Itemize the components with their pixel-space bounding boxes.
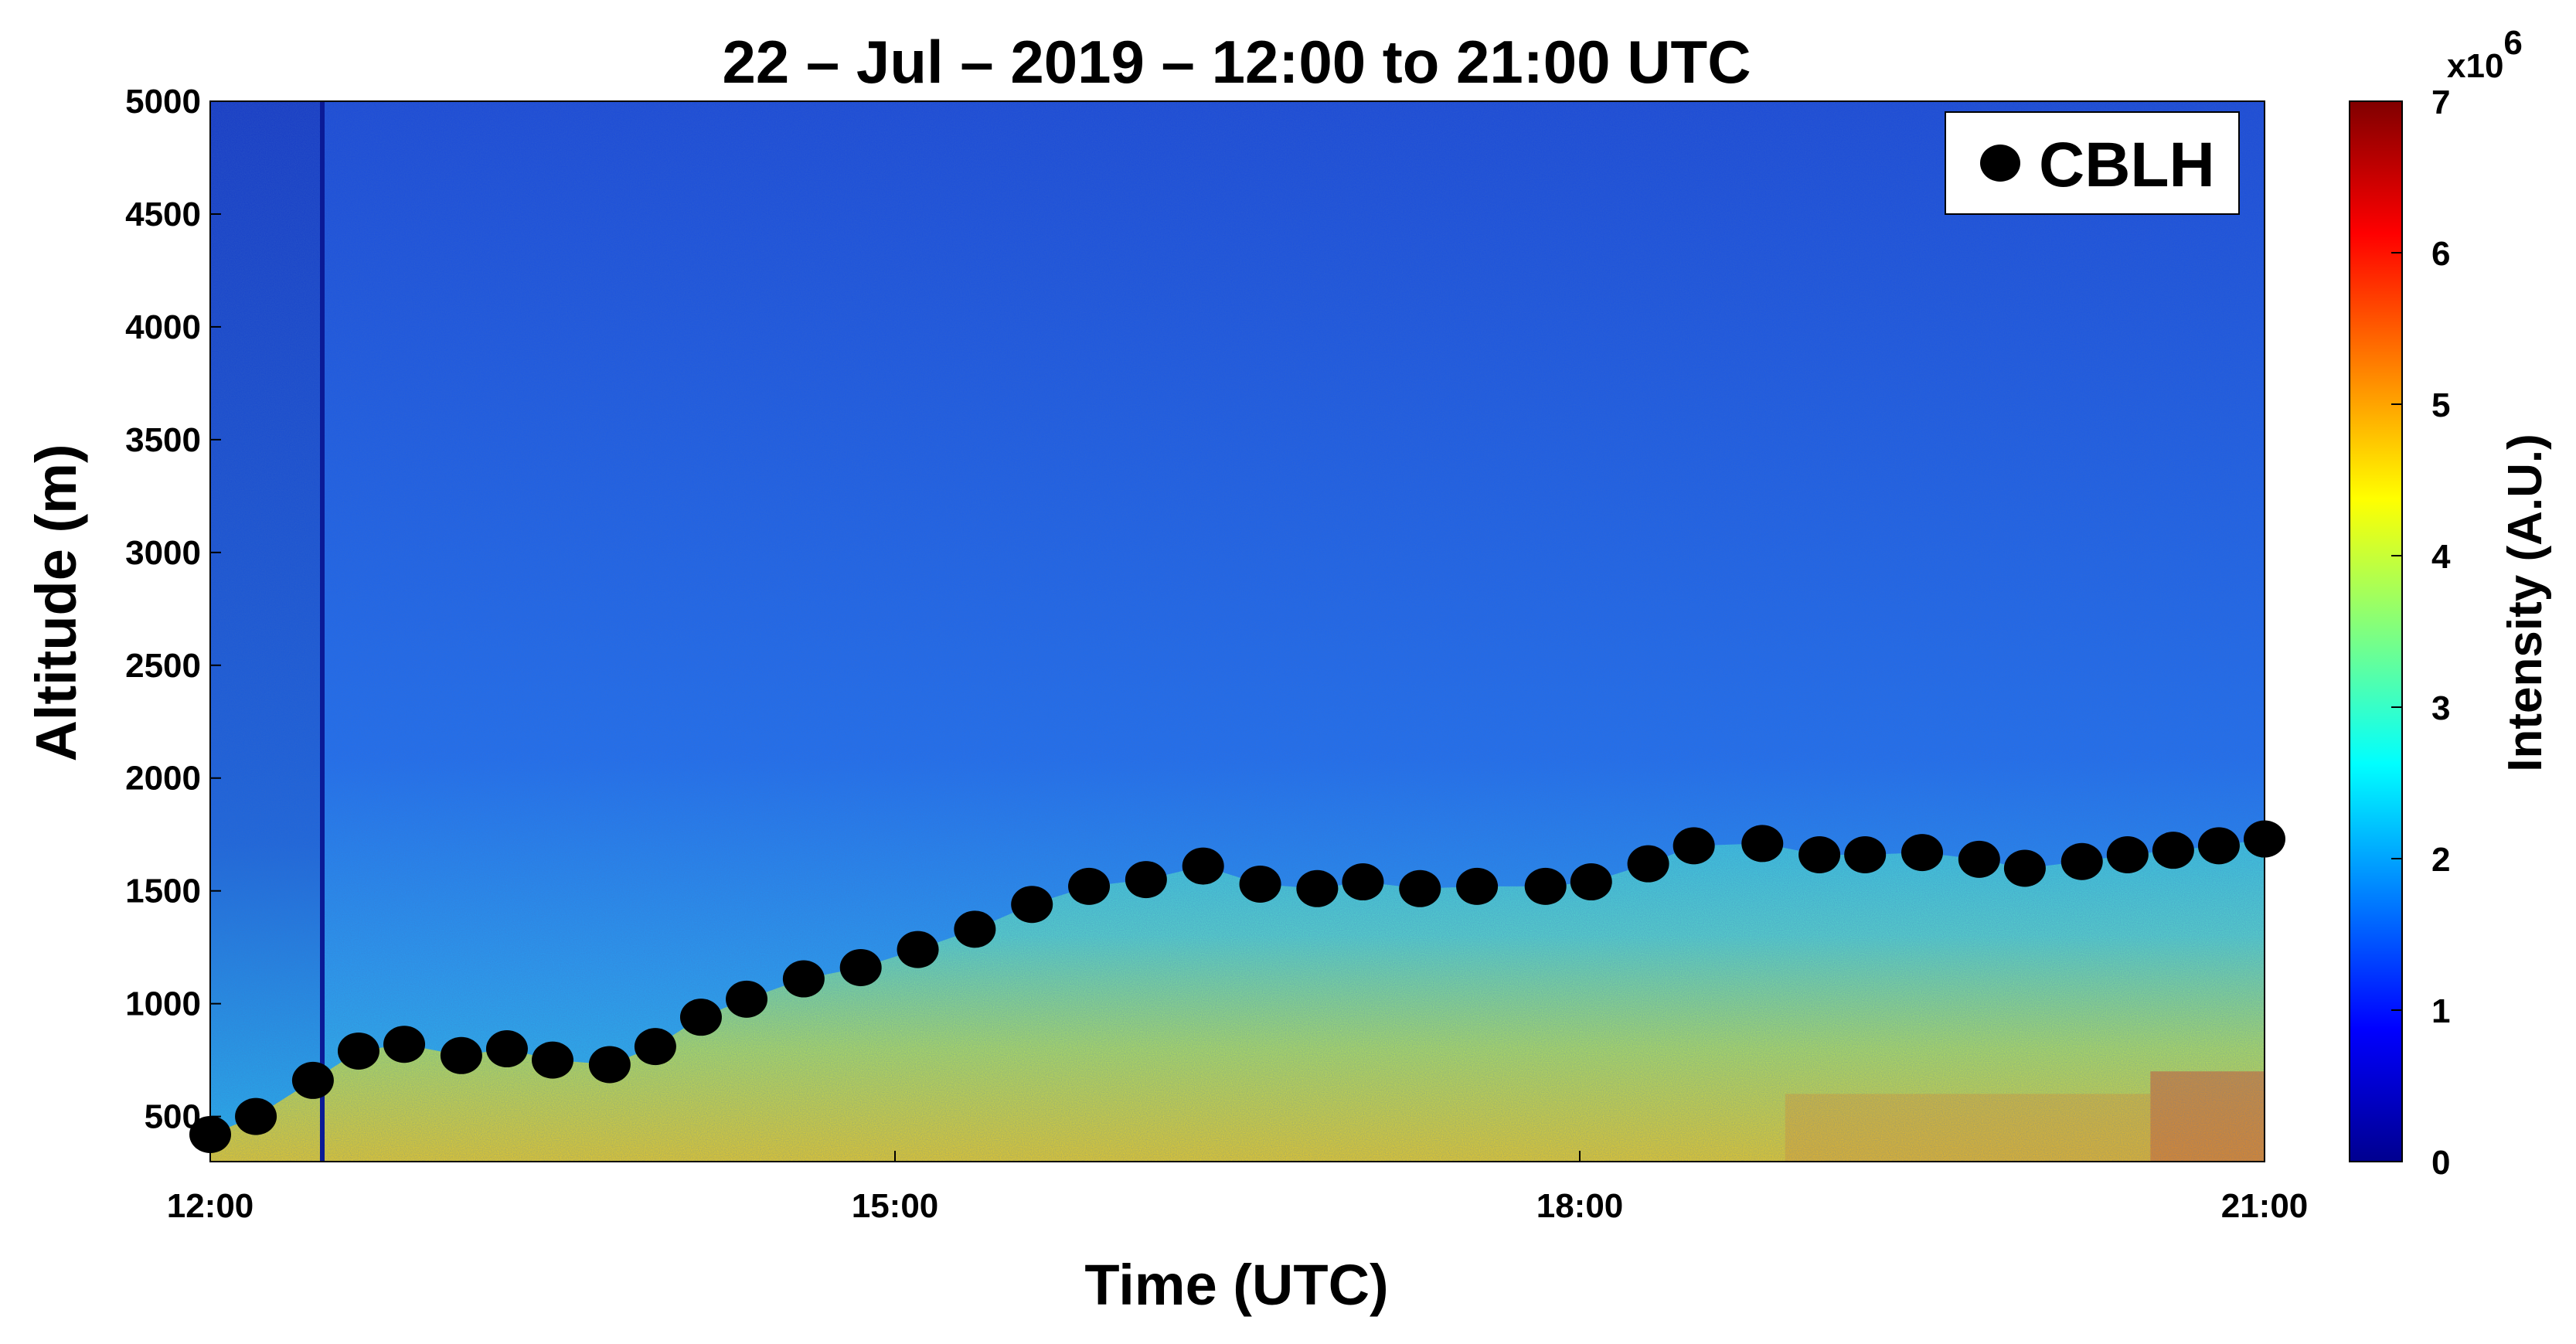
cblh-point xyxy=(1125,861,1167,899)
cblh-point xyxy=(1798,835,1841,873)
cblh-point xyxy=(1524,867,1567,905)
cblh-point xyxy=(1239,865,1281,903)
colorbar-tick-label: 2 xyxy=(2431,841,2450,879)
cblh-point xyxy=(485,1030,528,1068)
cblh-point xyxy=(383,1026,426,1063)
cblh-point xyxy=(291,1061,334,1099)
colorbar-exponent: x106 xyxy=(2447,24,2523,85)
cblh-point xyxy=(2060,842,2103,880)
x-tick-label: 15:00 xyxy=(852,1187,939,1225)
cblh-point xyxy=(2244,820,2285,858)
legend: CBLH xyxy=(1945,111,2240,215)
cblh-point xyxy=(189,1115,231,1153)
y-tick-label: 4000 xyxy=(125,308,201,346)
x-axis-ticks: 12:00 15:00 18:00 21:00 xyxy=(167,1151,2309,1225)
colorbar-tick-label: 5 xyxy=(2431,386,2450,424)
cblh-point xyxy=(1627,845,1669,883)
cblh-point xyxy=(1011,886,1053,924)
cblh-point xyxy=(532,1041,573,1079)
cblh-point xyxy=(2106,835,2149,873)
colorbar-tick-label: 1 xyxy=(2431,992,2450,1030)
y-tick-label: 5000 xyxy=(125,83,201,121)
cblh-point xyxy=(588,1046,631,1084)
cblh-point xyxy=(782,960,825,998)
cblh-point xyxy=(1958,840,2000,878)
colorbar-tick-label: 7 xyxy=(2431,83,2450,121)
cblh-point xyxy=(1399,869,1441,907)
colorbar-tick-label: 0 xyxy=(2431,1144,2450,1182)
heatmap-noise xyxy=(210,101,2265,1162)
legend-entry-cblh: CBLH xyxy=(2039,130,2215,200)
colorbar-ticks: 0 1 2 3 4 5 6 7 xyxy=(2391,83,2451,1182)
y-tick-label: 3500 xyxy=(125,421,201,459)
cblh-point xyxy=(1296,869,1339,907)
cblh-point xyxy=(954,910,996,948)
colorbar-tick-label: 4 xyxy=(2431,538,2451,576)
colorbar-exponent-base: x10 xyxy=(2447,47,2503,85)
x-tick-label: 18:00 xyxy=(1536,1187,1624,1225)
cblh-point xyxy=(1901,834,1943,872)
plot-frame xyxy=(209,100,2265,1162)
chart-title: 22 – Jul – 2019 – 12:00 to 21:00 UTC xyxy=(722,28,1751,96)
cblh-point xyxy=(2197,827,2240,865)
colorbar-scale xyxy=(2349,100,2403,1162)
x-axis-label: Time (UTC) xyxy=(1084,1253,1388,1317)
colorbar-tick-label: 6 xyxy=(2431,235,2450,273)
y-tick-label: 2000 xyxy=(125,760,201,798)
plot-area xyxy=(210,101,2265,1162)
y-tick-label: 1500 xyxy=(125,873,201,910)
cblh-point xyxy=(1182,847,1224,885)
cblh-point xyxy=(440,1036,482,1074)
cblh-point xyxy=(1342,863,1384,901)
cblh-point xyxy=(897,931,939,968)
heatmap-gap-line xyxy=(320,101,325,1162)
cblh-point xyxy=(679,999,722,1036)
y-tick-label: 2500 xyxy=(125,647,201,685)
y-tick-label: 3000 xyxy=(125,534,201,572)
cblh-point xyxy=(2003,849,2046,887)
cblh-point xyxy=(839,948,882,986)
legend-marker xyxy=(1980,145,2020,182)
colorbar-exponent-power: 6 xyxy=(2503,24,2522,62)
cblh-point xyxy=(1673,827,1715,865)
cblh-point xyxy=(235,1097,277,1135)
cblh-point xyxy=(1068,867,1111,905)
x-tick-label: 21:00 xyxy=(2221,1187,2309,1225)
x-tick-label: 12:00 xyxy=(167,1187,254,1225)
cblh-point xyxy=(1844,835,1887,873)
cblh-series xyxy=(189,820,2285,1153)
colorbar-tick-label: 3 xyxy=(2431,689,2450,727)
y-axis-label: Altitude (m) xyxy=(24,444,88,761)
y-tick-label: 1000 xyxy=(125,985,201,1023)
cblh-point xyxy=(1570,863,1612,901)
cblh-point xyxy=(2152,832,2194,869)
cblh-point xyxy=(1741,825,1784,863)
cblh-point xyxy=(634,1028,676,1066)
cblh-point xyxy=(337,1032,379,1070)
colorbar-label: Intensity (A.U.) xyxy=(2499,434,2552,771)
y-tick-label: 4500 xyxy=(125,196,201,233)
cblh-point xyxy=(726,980,768,1018)
cblh-point xyxy=(1456,867,1499,905)
